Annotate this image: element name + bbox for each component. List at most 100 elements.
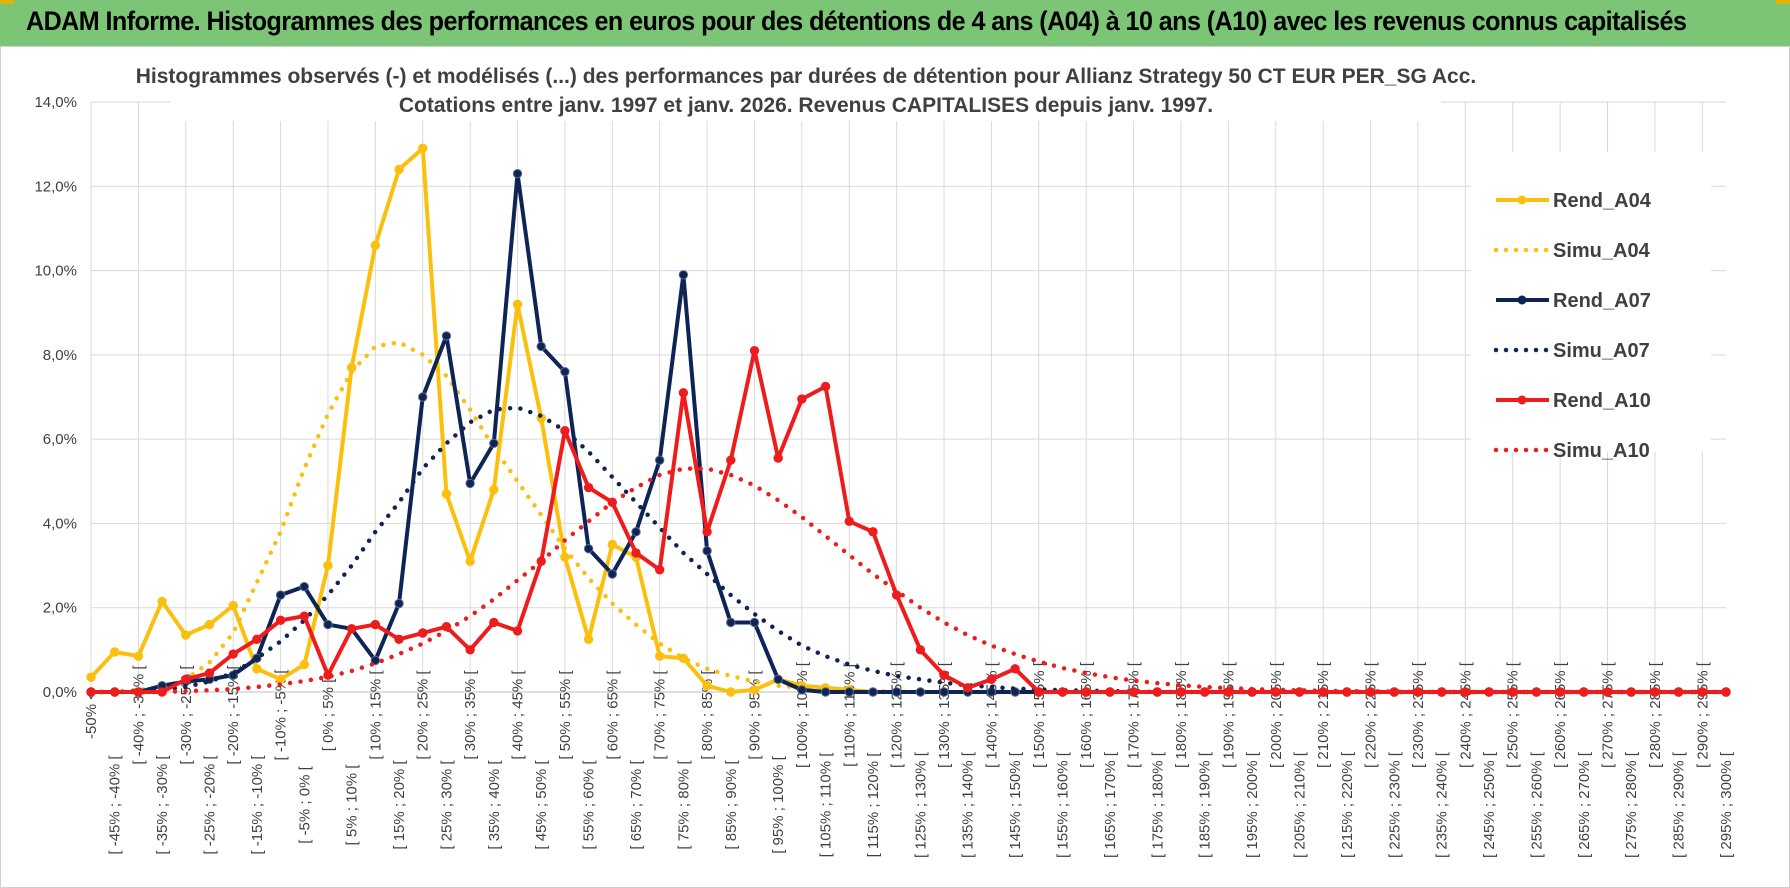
data-point <box>465 645 475 655</box>
x-tick-label: [ 250% ; 255% [ <box>1505 661 1522 768</box>
data-point <box>1010 664 1020 674</box>
data-point <box>204 619 215 630</box>
data-point <box>963 683 973 693</box>
x-tick-label: [ 120% ; 125% [ <box>889 661 906 768</box>
data-point <box>204 668 215 678</box>
data-point <box>891 590 902 600</box>
x-tick-label: [ 275% ; 280% [ <box>1623 751 1640 858</box>
data-point <box>583 482 594 493</box>
x-tick-label: [ 170% ; 175% [ <box>1126 661 1143 768</box>
chart-title-line1: Histogrammes observés (-) et modélisés (… <box>136 65 1476 88</box>
data-point <box>1057 687 1068 697</box>
x-tick-label: [ 265% ; 270% [ <box>1576 751 1593 858</box>
data-point <box>939 670 949 680</box>
data-point <box>323 560 333 571</box>
chart-frame: 0,0% 2,0% 4,0% 6,0% 8,0% 10,0% 12,0% 14,0% -50%… <box>0 46 1790 888</box>
data-point <box>418 628 428 638</box>
data-point <box>489 485 499 495</box>
data-point <box>560 426 570 436</box>
x-tick-label: [ 215% ; 220% [ <box>1339 751 1356 858</box>
data-point <box>370 619 381 630</box>
data-point <box>299 611 309 621</box>
data-point <box>418 392 428 402</box>
data-point <box>441 331 452 341</box>
x-tick-label: [ 255% ; 260% [ <box>1528 751 1545 858</box>
x-tick-label: [ 290% ; 295% [ <box>1694 661 1711 768</box>
data-point <box>844 516 854 527</box>
legend-marker <box>1517 295 1527 305</box>
x-tick-label: [ -30% ; -25% [ <box>178 665 195 765</box>
banner-title: ADAM Informe. Histogrammes des performan… <box>26 6 1687 36</box>
series-line <box>88 466 1729 695</box>
data-point <box>1081 687 1091 697</box>
data-point <box>773 674 783 685</box>
data-point <box>181 630 191 640</box>
performance-histogram-chart: 0,0% 2,0% 4,0% 6,0% 8,0% 10,0% 12,0% 14,0% -50%… <box>34 59 1735 858</box>
x-tick-label: [ 200% ; 205% [ <box>1268 661 1285 768</box>
data-point <box>1199 687 1210 697</box>
legend-label: Rend_A07 <box>1553 290 1651 312</box>
x-tick-label: [ 90% ; 95% [ <box>746 670 763 760</box>
data-point <box>749 617 760 628</box>
y-tick-label: 0,0% <box>43 684 77 701</box>
x-tick-label: [ 10% ; 15% [ <box>367 670 384 760</box>
x-tick-label: [ 130% ; 135% [ <box>936 661 953 768</box>
x-tick-label: [ 225% ; 230% [ <box>1386 751 1403 858</box>
x-tick-label: [ -25% ; -20% [ <box>201 755 218 855</box>
x-tick-label: [ 85% ; 90% [ <box>723 760 740 850</box>
data-point <box>275 674 286 685</box>
chart-title-line2: Cotations entre janv. 1997 et janv. 2026… <box>399 94 1213 117</box>
legend-marker <box>1517 195 1527 205</box>
x-tick-label: [ 5% ; 10% [ <box>344 764 361 846</box>
x-tick-label: [ 150% ; 155% [ <box>1031 661 1048 768</box>
data-point <box>370 240 381 250</box>
x-tick-label: [ -35% ; -30% [ <box>154 755 171 855</box>
x-tick-label: [ 80% ; 85% [ <box>699 670 716 760</box>
data-point <box>346 624 357 634</box>
data-point <box>394 634 404 645</box>
legend-label: Rend_A10 <box>1553 390 1651 412</box>
legend-label: Simu_A04 <box>1553 240 1651 262</box>
x-tick-label: [ 115% ; 120% [ <box>865 752 882 858</box>
x-tick-label: [ 105% ; 110% [ <box>818 752 835 858</box>
x-tick-label: [ 20% ; 25% [ <box>415 670 432 760</box>
title-banner: ADAM Informe. Histogrammes des performan… <box>0 0 1790 46</box>
data-point <box>726 687 736 697</box>
x-tick-label: [ 145% ; 150% [ <box>1007 751 1024 858</box>
gridlines <box>90 101 1726 693</box>
x-tick-label: [ 110% ; 115% [ <box>841 662 858 767</box>
x-tick-label: [ 235% ; 240% [ <box>1434 751 1451 858</box>
legend-marker <box>1517 395 1527 405</box>
series-simu-a10 <box>88 466 1729 695</box>
data-point <box>465 556 475 567</box>
data-point <box>299 659 309 670</box>
data-point <box>536 341 546 352</box>
series-rend-a10 <box>86 345 1731 697</box>
x-tick-label: [ 45% ; 50% [ <box>533 760 550 850</box>
x-tick-label: [ -40% ; -35% [ <box>130 665 147 765</box>
data-point <box>583 544 594 554</box>
data-point <box>1176 687 1186 697</box>
x-tick-label: [ 230% ; 235% [ <box>1410 661 1427 768</box>
data-point <box>797 685 807 695</box>
legend-label: Rend_A04 <box>1553 190 1652 212</box>
x-tick-label: [ -10% ; -5% [ <box>273 669 290 761</box>
data-point <box>915 687 926 697</box>
y-tick-label: 2,0% <box>43 600 77 617</box>
data-point <box>133 651 144 661</box>
y-tick-label: 10,0% <box>34 263 77 280</box>
x-tick-label: [ 240% ; 245% [ <box>1457 661 1474 768</box>
data-point <box>654 455 665 465</box>
x-tick-label: [ 205% ; 210% [ <box>1291 751 1308 858</box>
data-point <box>797 394 807 404</box>
x-tick-label: [ 260% ; 265% [ <box>1552 661 1569 768</box>
data-point <box>489 617 499 628</box>
data-point <box>868 527 878 537</box>
x-tick-label: -50% < <box>83 691 100 739</box>
data-point <box>1105 687 1115 697</box>
data-point <box>702 527 712 537</box>
y-tick-label: 4,0% <box>43 515 77 532</box>
data-point <box>607 539 618 550</box>
data-point <box>702 546 712 556</box>
data-point <box>702 680 712 691</box>
